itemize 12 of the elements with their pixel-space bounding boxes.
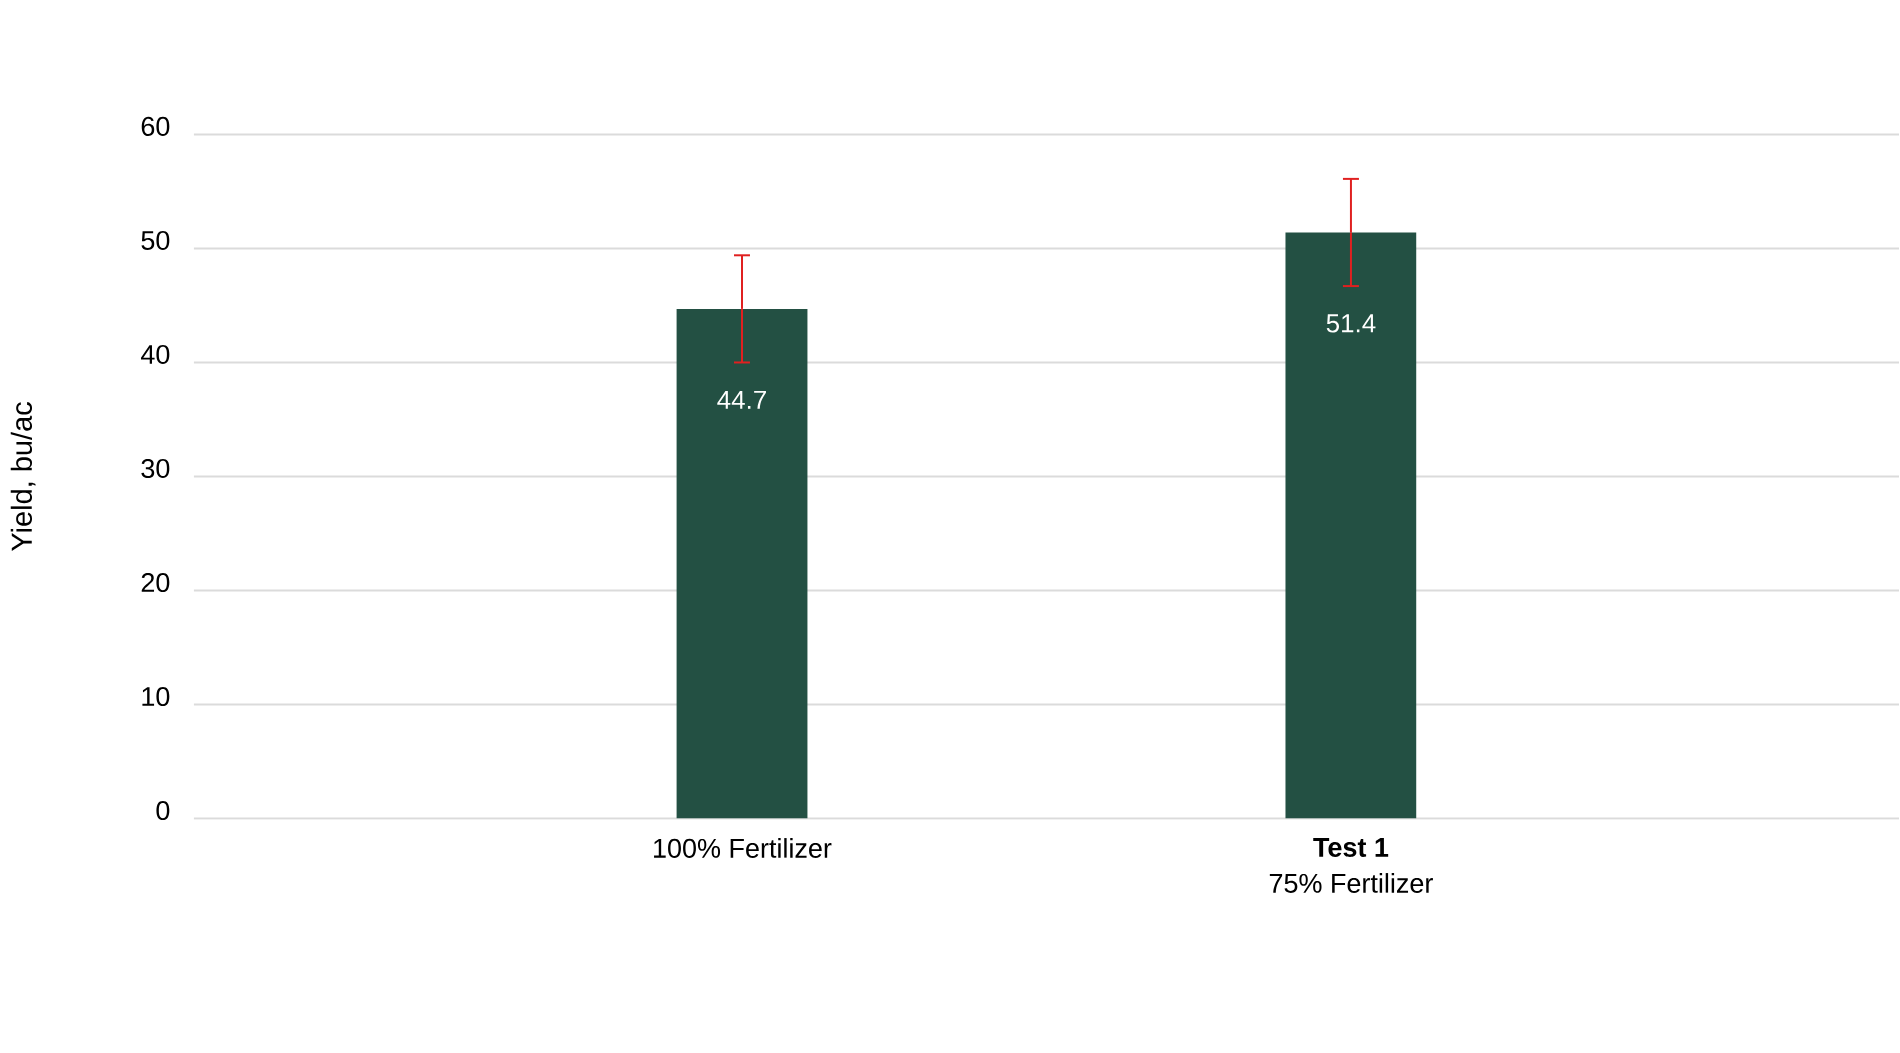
data-label: 51.4 [1326, 314, 1376, 333]
x-tick-label: 100% Fertilizer [654, 837, 832, 858]
y-tick-label: 20 [141, 572, 170, 592]
y-tick-label: 50 [141, 230, 170, 250]
y-axis-title: Yield, bu/ac [10, 401, 36, 551]
y-tick-label: 0 [156, 800, 170, 820]
y-tick-label: 40 [141, 344, 170, 364]
y-tick-label: 30 [141, 458, 170, 478]
y-tick-label: 10 [142, 686, 170, 706]
y-tick-label: 60 [141, 116, 170, 136]
data-label: 44.7 [717, 390, 766, 409]
x-tick-label: Test 1 75% Fertilizer [1269, 837, 1433, 893]
